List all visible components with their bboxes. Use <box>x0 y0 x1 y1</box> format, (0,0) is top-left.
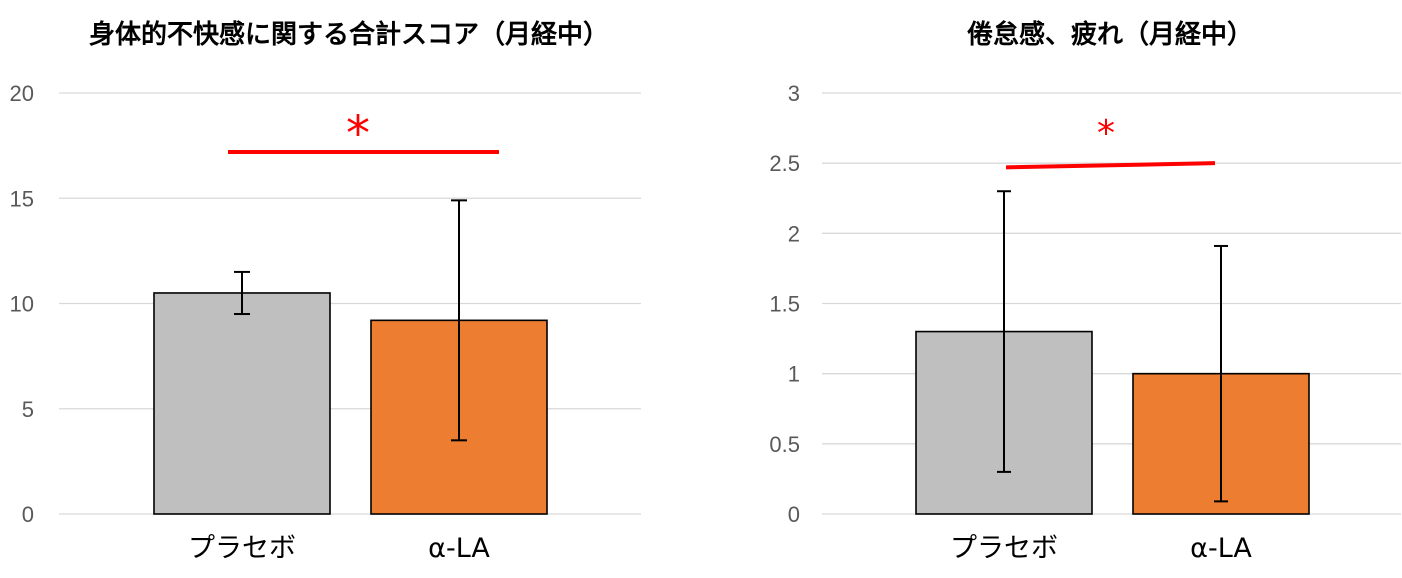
significance-line <box>1005 161 1216 170</box>
y-tick-label: 5 <box>22 397 34 422</box>
chart-title: 身体的不快感に関する合計スコア（月経中） <box>89 19 609 50</box>
y-tick-label: 15 <box>10 186 34 211</box>
y-tick-label: 20 <box>10 81 34 106</box>
chart-title: 倦怠感、疲れ（月経中） <box>967 19 1253 50</box>
bar-placebo <box>153 292 331 515</box>
y-tick-label: 0.5 <box>769 432 800 457</box>
y-tick-label: 1 <box>788 362 800 387</box>
y-tick-label: 3 <box>788 81 800 106</box>
x-category-label: α-LA <box>1190 533 1252 564</box>
y-tick-label: 1.5 <box>769 292 800 317</box>
x-category-label: α-LA <box>428 533 490 564</box>
chart-total-physical-discomfort: 身体的不快感に関する合計スコア（月経中） 0 5 10 15 20 プラセボ α-LA * <box>10 19 641 564</box>
significance-asterisk: * <box>1097 113 1115 154</box>
x-category-label: プラセボ <box>188 533 296 564</box>
y-tick-label: 2.5 <box>769 151 800 176</box>
y-tick-label: 2 <box>788 221 800 246</box>
y-tick-label: 0 <box>788 502 800 527</box>
chart-fatigue: 倦怠感、疲れ（月経中） 0 0.5 1 1.5 2 2.5 3 プラセボ α-LA * <box>769 19 1401 564</box>
y-tick-label: 0 <box>22 502 34 527</box>
x-category-label: プラセボ <box>950 533 1058 564</box>
significance-asterisk: * <box>346 106 370 162</box>
y-tick-label: 10 <box>10 292 34 317</box>
